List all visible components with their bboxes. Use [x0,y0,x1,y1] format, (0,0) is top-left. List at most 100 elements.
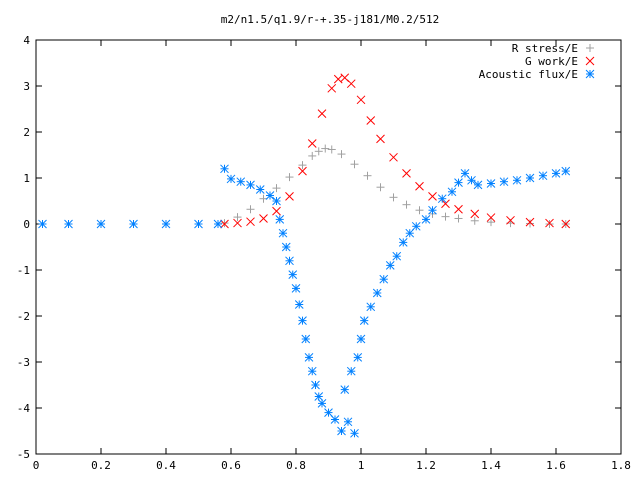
data-point-acoustic-flux-e [278,228,288,238]
data-point-r-stress-e [487,218,495,227]
data-point-r-stress-e [285,173,294,182]
data-point-acoustic-flux-e [129,219,138,229]
legend-label-g-work-e: G work/E [525,55,578,68]
data-point-g-work-e [428,192,437,201]
data-point-acoustic-flux-e [385,261,395,270]
plot-frame [35,39,622,455]
data-point-acoustic-flux-e [226,174,236,184]
data-point-acoustic-flux-e [359,316,369,325]
data-point-acoustic-flux-e [428,205,437,215]
data-point-acoustic-flux-e [275,215,285,224]
data-point-acoustic-flux-e [314,392,324,401]
data-point-acoustic-flux-e [38,219,47,229]
data-point-g-work-e [525,217,535,227]
data-point-acoustic-flux-e [538,171,548,181]
x-tick-label: 0 [33,459,40,472]
data-point-acoustic-flux-e [525,173,535,183]
data-point-acoustic-flux-e [324,408,333,417]
data-point-acoustic-flux-e [220,164,229,174]
data-point-g-work-e [486,213,496,222]
data-point-r-stress-e [376,183,385,192]
data-point-acoustic-flux-e [411,221,421,231]
data-point-r-stress-e [337,150,346,159]
x-tick-label: 1.8 [611,459,631,472]
data-point-acoustic-flux-e [356,334,366,344]
data-point-acoustic-flux-e [255,185,265,194]
data-point-acoustic-flux-e [551,169,561,178]
x-tick-label: 0.6 [221,459,241,472]
y-tick-label: 1 [23,172,30,185]
data-point-acoustic-flux-e [307,366,317,376]
series-acoustic-flux-e [38,164,571,438]
data-point-acoustic-flux-e [213,219,223,229]
y-tick-label: -2 [17,310,30,323]
data-point-acoustic-flux-e [285,256,294,266]
legend-marker-acoustic-flux-e [585,69,595,79]
data-point-acoustic-flux-e [460,169,470,178]
data-point-g-work-e [545,218,554,228]
data-point-acoustic-flux-e [317,399,327,408]
data-point-r-stress-e [441,212,450,221]
data-point-g-work-e [307,139,317,148]
data-point-acoustic-flux-e [64,219,73,229]
y-tick-label: -4 [17,402,31,415]
data-point-acoustic-flux-e [421,215,431,224]
data-point-r-stress-e [363,171,372,180]
data-point-r-stress-e [220,219,229,228]
data-point-acoustic-flux-e [96,219,106,229]
data-point-g-work-e [285,192,294,201]
data-point-acoustic-flux-e [236,177,246,187]
data-point-g-work-e [327,83,337,93]
data-point-acoustic-flux-e [265,191,275,200]
data-point-g-work-e [402,169,411,178]
y-tick-label: -3 [17,356,30,369]
data-point-acoustic-flux-e [350,428,359,438]
data-point-g-work-e [233,218,242,228]
data-point-acoustic-flux-e [353,353,363,362]
data-point-r-stress-e [389,193,398,202]
x-tick-label: 1.6 [546,459,566,472]
data-point-g-work-e [561,219,571,229]
data-point-r-stress-e [321,144,330,153]
x-tick-label: 0.4 [156,459,176,472]
data-point-r-stress-e [272,184,281,193]
data-point-acoustic-flux-e [340,385,350,394]
x-tick-label: 1.4 [481,459,501,472]
data-point-g-work-e [389,152,398,162]
data-point-acoustic-flux-e [447,187,457,197]
data-point-r-stress-e [246,205,255,214]
legend-label-acoustic-flux-e: Acoustic flux/E [479,68,578,81]
data-point-g-work-e [376,134,385,144]
chart-title: m2/n1.5/q1.9/r-+.35-j181/M0.2/512 [221,13,440,26]
data-point-r-stress-e [526,219,534,228]
data-point-r-stress-e [350,160,359,169]
data-point-g-work-e [441,199,450,209]
x-axis: 0 0.2 0.4 0.6 0.8 1 1.2 1.4 1.6 1.8 [33,40,631,472]
data-point-acoustic-flux-e [281,242,291,252]
data-point-acoustic-flux-e [161,219,171,229]
data-point-r-stress-e [454,214,463,223]
x-tick-label: 1 [358,459,365,472]
data-point-acoustic-flux-e [454,178,463,187]
data-point-acoustic-flux-e [194,219,203,229]
data-point-g-work-e [356,95,366,105]
legend-label-r-stress-e: R stress/E [512,42,578,55]
data-point-acoustic-flux-e [561,166,571,176]
x-tick-label: 0.8 [286,459,306,472]
data-point-acoustic-flux-e [372,288,382,298]
data-point-acoustic-flux-e [330,415,340,424]
data-point-g-work-e [259,214,268,223]
y-tick-label: 4 [23,34,30,47]
data-point-r-stress-e [415,206,424,215]
plot-area [38,73,571,438]
data-point-acoustic-flux-e [499,177,509,187]
data-point-r-stress-e [233,213,242,222]
data-point-acoustic-flux-e [301,334,311,344]
data-point-g-work-e [454,204,463,214]
legend-marker-r-stress-e [586,44,594,52]
data-point-acoustic-flux-e [473,180,483,190]
data-point-acoustic-flux-e [405,228,415,238]
data-point-g-work-e [317,109,327,118]
